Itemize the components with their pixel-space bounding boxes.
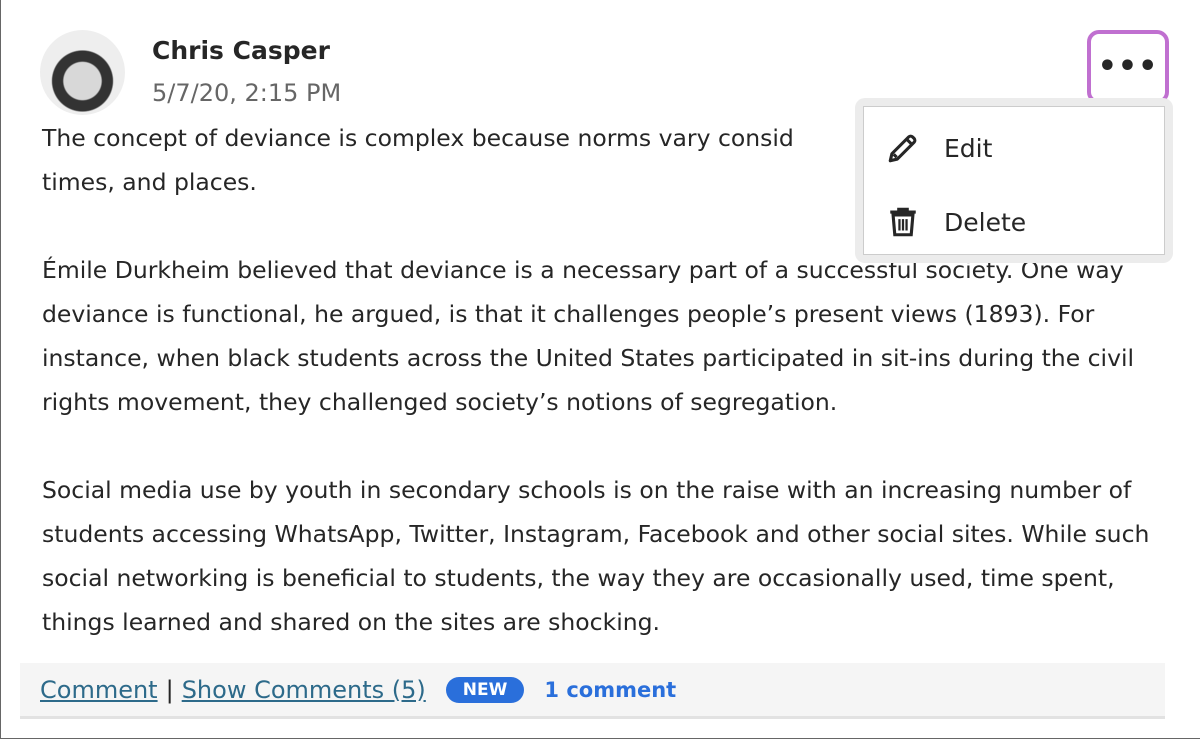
post-date: 5/7/20, 2:15 PM: [152, 79, 342, 107]
paragraph: Émile Durkheim believed that deviance is…: [42, 256, 1135, 416]
options-menu: Edit Delete: [855, 98, 1173, 263]
menu-item-edit[interactable]: Edit: [864, 111, 1164, 185]
menu-item-label: Delete: [944, 207, 1027, 237]
more-options-button[interactable]: •••: [1087, 30, 1169, 104]
pencil-icon: [888, 134, 917, 163]
post-footer: Comment | Show Comments (5) NEW 1 commen…: [20, 663, 1165, 719]
separator: |: [165, 675, 174, 704]
show-comments-link[interactable]: Show Comments (5): [181, 675, 426, 704]
avatar: [40, 30, 125, 115]
comment-link[interactable]: Comment: [40, 675, 158, 704]
menu-item-delete[interactable]: Delete: [864, 185, 1164, 259]
menu-item-label: Edit: [944, 133, 993, 163]
post-body: The concept of deviance is complex becau…: [42, 116, 1167, 688]
trash-icon: [890, 207, 916, 237]
author-name: Chris Casper: [152, 36, 330, 65]
new-badge: NEW: [445, 676, 525, 703]
paragraph: The concept of deviance is complex becau…: [42, 124, 794, 196]
paragraph: Social media use by youth in secondary s…: [42, 476, 1150, 636]
new-comment-count[interactable]: 1 comment: [544, 677, 677, 702]
